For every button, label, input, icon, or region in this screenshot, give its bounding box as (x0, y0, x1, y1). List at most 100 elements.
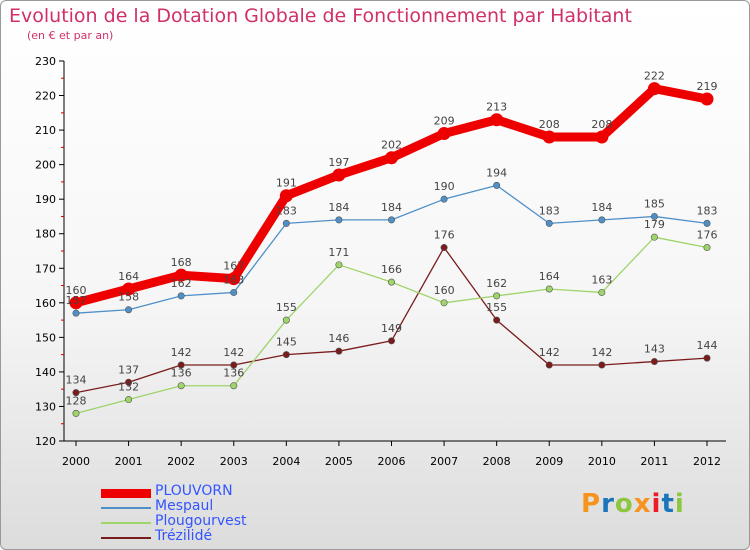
x-tick-label: 2008 (483, 455, 511, 468)
data-label: 185 (644, 197, 665, 210)
y-tick-label: 220 (35, 90, 56, 103)
data-label: 142 (591, 346, 612, 359)
data-label: 143 (644, 343, 665, 356)
data-point (493, 292, 501, 300)
data-point (595, 130, 609, 144)
data-label: 164 (539, 270, 560, 283)
data-label: 128 (66, 394, 87, 407)
data-label: 155 (276, 301, 297, 314)
data-point (703, 354, 711, 362)
data-label: 158 (118, 291, 139, 304)
data-point (72, 409, 80, 417)
data-point (440, 244, 448, 252)
legend-label: Trézilidé (155, 528, 213, 544)
x-tick-label: 2009 (535, 455, 563, 468)
data-point (650, 358, 658, 366)
x-tick-label: 2004 (272, 455, 300, 468)
x-tick-label: 2001 (115, 455, 143, 468)
data-label: 184 (328, 201, 349, 214)
y-tick-label: 160 (35, 297, 56, 310)
legend-swatch (101, 488, 151, 498)
legend-swatch (101, 537, 151, 539)
data-point (72, 309, 80, 317)
data-label: 197 (328, 156, 349, 169)
data-label: 134 (66, 374, 87, 387)
x-tick-label: 2007 (430, 455, 458, 468)
data-point (230, 288, 238, 296)
data-label: 164 (118, 270, 139, 283)
data-label: 184 (591, 201, 612, 214)
data-label: 166 (381, 263, 402, 276)
data-label: 157 (66, 294, 87, 307)
data-label: 168 (171, 256, 192, 269)
y-tick-label: 180 (35, 228, 56, 241)
data-label: 176 (434, 229, 455, 242)
data-point (125, 306, 133, 314)
y-tick-label: 130 (35, 400, 56, 413)
data-point (335, 261, 343, 269)
data-point (335, 216, 343, 224)
data-label: 144 (697, 339, 718, 352)
data-label: 155 (486, 301, 507, 314)
y-tick-label: 210 (35, 124, 56, 137)
data-point (650, 212, 658, 220)
data-label: 163 (591, 273, 612, 286)
data-point (545, 361, 553, 369)
data-point (282, 316, 290, 324)
data-label: 137 (118, 363, 139, 376)
data-point (230, 361, 238, 369)
legend-swatch (101, 522, 151, 524)
data-label: 136 (171, 367, 192, 380)
data-label: 136 (223, 367, 244, 380)
data-point (230, 382, 238, 390)
data-label: 190 (434, 180, 455, 193)
data-point (703, 244, 711, 252)
logo-letter: i (651, 489, 662, 519)
data-label: 142 (223, 346, 244, 359)
data-point (279, 189, 293, 203)
data-point (177, 382, 185, 390)
data-point (650, 233, 658, 241)
data-label: 146 (328, 332, 349, 345)
data-label: 176 (697, 229, 718, 242)
data-label: 160 (66, 284, 87, 297)
logo-letter: i (674, 489, 685, 519)
data-point (282, 351, 290, 359)
data-label: 132 (118, 381, 139, 394)
data-point (332, 168, 346, 182)
data-label: 184 (381, 201, 402, 214)
data-point (647, 82, 661, 96)
data-label: 163 (223, 273, 244, 286)
logo-letter: o (614, 489, 634, 519)
data-label: 160 (434, 284, 455, 297)
data-point (335, 347, 343, 355)
legend-swatch (101, 507, 151, 509)
data-point (387, 278, 395, 286)
logo-letter: x (633, 489, 652, 519)
legend-label: Mespaul (155, 498, 214, 514)
data-label: 183 (697, 204, 718, 217)
y-tick-label: 170 (35, 262, 56, 275)
data-point (490, 113, 504, 127)
data-point (69, 296, 83, 310)
data-point (440, 195, 448, 203)
data-label: 145 (276, 336, 297, 349)
data-label: 183 (276, 204, 297, 217)
x-tick-label: 2000 (62, 455, 90, 468)
chart-subtitle: (en € et par an) (27, 29, 114, 42)
data-point (125, 396, 133, 404)
data-point (177, 292, 185, 300)
data-point (72, 389, 80, 397)
data-point (598, 361, 606, 369)
y-tick-label: 190 (35, 193, 56, 206)
data-point (440, 299, 448, 307)
data-label: 183 (539, 204, 560, 217)
data-point (703, 219, 711, 227)
x-tick-label: 2002 (167, 455, 195, 468)
logo-letter: t (661, 489, 675, 519)
legend-label: PLOUVORN (155, 483, 233, 499)
x-tick-label: 2010 (588, 455, 616, 468)
data-point (493, 181, 501, 189)
